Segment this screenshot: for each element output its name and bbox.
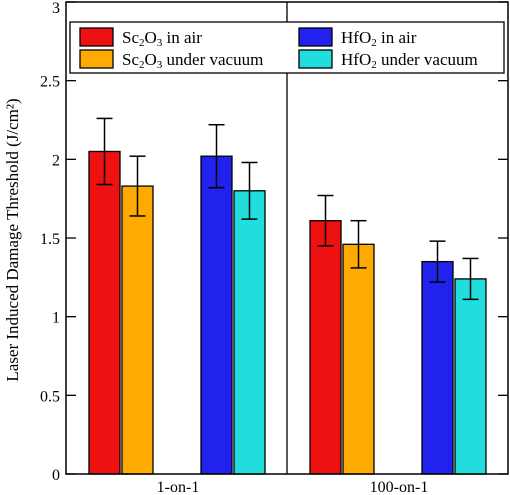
legend-label: HfO2 in air bbox=[341, 28, 417, 49]
bar bbox=[200, 155, 233, 475]
x-tick-label: 1-on-1 bbox=[157, 479, 200, 495]
y-tick-label: 0.5 bbox=[40, 388, 60, 405]
bar bbox=[342, 243, 375, 475]
bar bbox=[88, 150, 121, 475]
y-tick-label: 1 bbox=[52, 310, 60, 327]
bar bbox=[309, 220, 342, 475]
x-tick-label: 100-on-1 bbox=[370, 479, 429, 495]
bar bbox=[454, 278, 487, 475]
legend-label: Sc2O3 in air bbox=[122, 28, 202, 49]
y-tick-label: 1.5 bbox=[40, 231, 60, 248]
y-tick-label: 2.5 bbox=[40, 74, 60, 91]
legend-label: HfO2 under vacuum bbox=[341, 50, 478, 71]
legend-swatch bbox=[79, 49, 114, 69]
legend-swatch bbox=[298, 49, 333, 69]
y-tick-label: 3 bbox=[52, 0, 60, 17]
plot-area: 0 0.5 1 1.5 2 2.5 3 1-on-1 100-on-1 Sc2O3 in airS… bbox=[40, 0, 509, 495]
y-axis-title: Laser Induced Damage Threshold (J/cm²) bbox=[3, 98, 22, 381]
y-tick-label: 0 bbox=[52, 467, 60, 484]
bar bbox=[233, 190, 266, 475]
legend-swatch bbox=[298, 27, 333, 47]
legend-swatch bbox=[79, 27, 114, 47]
y-tick-label: 2 bbox=[52, 152, 60, 169]
bar bbox=[421, 260, 454, 475]
legend-box bbox=[69, 21, 505, 74]
legend-label: Sc2O3 under vacuum bbox=[122, 50, 263, 71]
bar bbox=[121, 185, 154, 475]
